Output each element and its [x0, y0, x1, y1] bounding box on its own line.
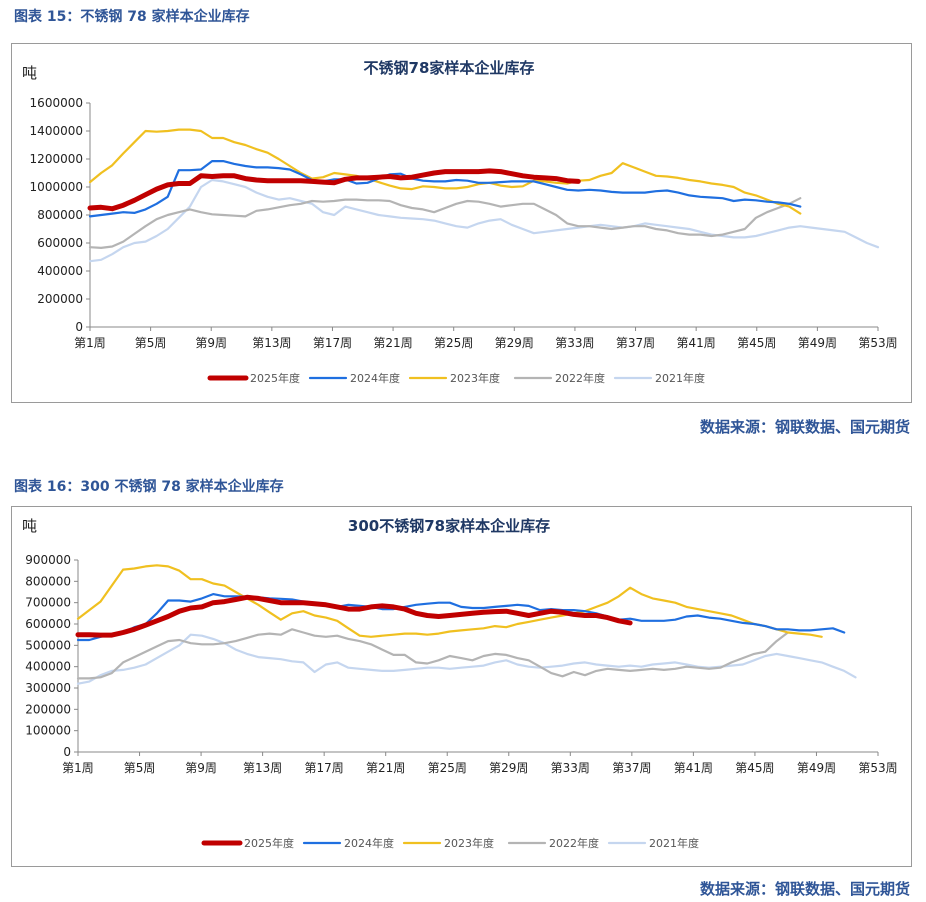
x-tick-label: 第49周	[798, 336, 837, 350]
x-tick-label: 第29周	[495, 336, 534, 350]
legend-label-1: 2024年度	[350, 371, 400, 385]
legend-label-3: 2022年度	[549, 836, 599, 850]
y-tick-label: 600000	[25, 617, 71, 631]
y-tick-label: 800000	[37, 208, 83, 222]
series-line-1	[88, 160, 802, 218]
series-line-2	[88, 128, 802, 215]
x-tick-label: 第13周	[243, 761, 282, 775]
y-tick-label: 900000	[25, 553, 71, 567]
figure-16-title: 图表 16：300 不锈钢 78 家样本企业库存	[14, 479, 284, 495]
y-tick-label: 1600000	[30, 96, 83, 110]
x-tick-label: 第1周	[62, 761, 94, 775]
y-tick-label: 300000	[25, 681, 71, 695]
x-tick-label: 第5周	[124, 761, 156, 775]
x-tick-label: 第21周	[373, 336, 412, 350]
legend-label-1: 2024年度	[344, 836, 394, 850]
x-tick-label: 第1周	[74, 336, 106, 350]
y-tick-label: 200000	[37, 292, 83, 306]
chart-title: 300不锈钢78家样本企业库存	[348, 517, 550, 535]
y-tick-label: 800000	[25, 574, 71, 588]
series-line-0	[75, 594, 633, 638]
y-axis-unit: 吨	[22, 64, 37, 82]
legend-label-2: 2023年度	[450, 371, 500, 385]
y-tick-label: 700000	[25, 596, 71, 610]
y-tick-label: 0	[63, 745, 71, 759]
y-tick-label: 1000000	[30, 180, 83, 194]
series-line-3	[88, 197, 802, 249]
x-tick-label: 第53周	[858, 336, 897, 350]
figure-15-title: 图表 15：不锈钢 78 家样本企业库存	[14, 9, 250, 25]
chart-panel-1: 不锈钢78家样本企业库存 吨 0 200000 400000 600000 800000 10…	[11, 43, 912, 403]
figure-15-source: 数据来源：钢联数据、国元期货	[699, 418, 910, 436]
series-line-4	[88, 178, 880, 263]
legend-label-0: 2025年度	[244, 836, 294, 850]
series-line-1	[76, 593, 846, 642]
series-line-2	[76, 564, 823, 638]
x-tick-label: 第41周	[674, 761, 713, 775]
legend-label-3: 2022年度	[555, 371, 605, 385]
x-tick-label: 第17周	[305, 761, 344, 775]
y-tick-label: 200000	[25, 702, 71, 716]
inventory-chart-2: 300不锈钢78家样本企业库存 吨 0 100000 200000 300000 40000…	[22, 517, 898, 850]
legend-label-4: 2021年度	[655, 371, 705, 385]
x-tick-label: 第49周	[797, 761, 836, 775]
x-tick-label: 第33周	[555, 336, 594, 350]
x-tick-label: 第17周	[313, 336, 352, 350]
y-axis-unit: 吨	[22, 517, 37, 535]
x-tick-label: 第21周	[366, 761, 405, 775]
y-tick-label: 500000	[25, 638, 71, 652]
y-tick-label: 400000	[37, 264, 83, 278]
x-tick-label: 第33周	[551, 761, 590, 775]
legend-label-2: 2023年度	[444, 836, 494, 850]
x-tick-label: 第37周	[612, 761, 651, 775]
chart-panel-2: 300不锈钢78家样本企业库存 吨 0 100000 200000 300000 40000…	[11, 506, 912, 867]
series-line-0	[87, 168, 581, 212]
series-line-3	[76, 628, 789, 680]
y-tick-label: 600000	[37, 236, 83, 250]
x-tick-label: 第45周	[737, 336, 776, 350]
legend-label-0: 2025年度	[250, 371, 300, 385]
inventory-chart-1: 不锈钢78家样本企业库存 吨 0 200000 400000 600000 800000 10…	[22, 59, 898, 385]
x-tick-label: 第29周	[489, 761, 528, 775]
y-tick-label: 400000	[25, 660, 71, 674]
figure-16-source: 数据来源：钢联数据、国元期货	[699, 880, 910, 898]
y-tick-label: 0	[75, 320, 83, 334]
x-tick-label: 第37周	[616, 336, 655, 350]
x-tick-label: 第9周	[185, 761, 217, 775]
x-tick-label: 第45周	[735, 761, 774, 775]
x-tick-label: 第13周	[252, 336, 291, 350]
y-tick-label: 1200000	[30, 152, 83, 166]
x-tick-label: 第25周	[428, 761, 467, 775]
x-tick-label: 第25周	[434, 336, 473, 350]
x-tick-label: 第41周	[677, 336, 716, 350]
legend-label-4: 2021年度	[649, 836, 699, 850]
x-tick-label: 第53周	[858, 761, 897, 775]
y-tick-label: 100000	[25, 724, 71, 738]
x-tick-label: 第9周	[195, 336, 227, 350]
chart-title: 不锈钢78家样本企业库存	[364, 59, 535, 77]
x-tick-label: 第5周	[135, 336, 167, 350]
y-tick-label: 1400000	[30, 124, 83, 138]
